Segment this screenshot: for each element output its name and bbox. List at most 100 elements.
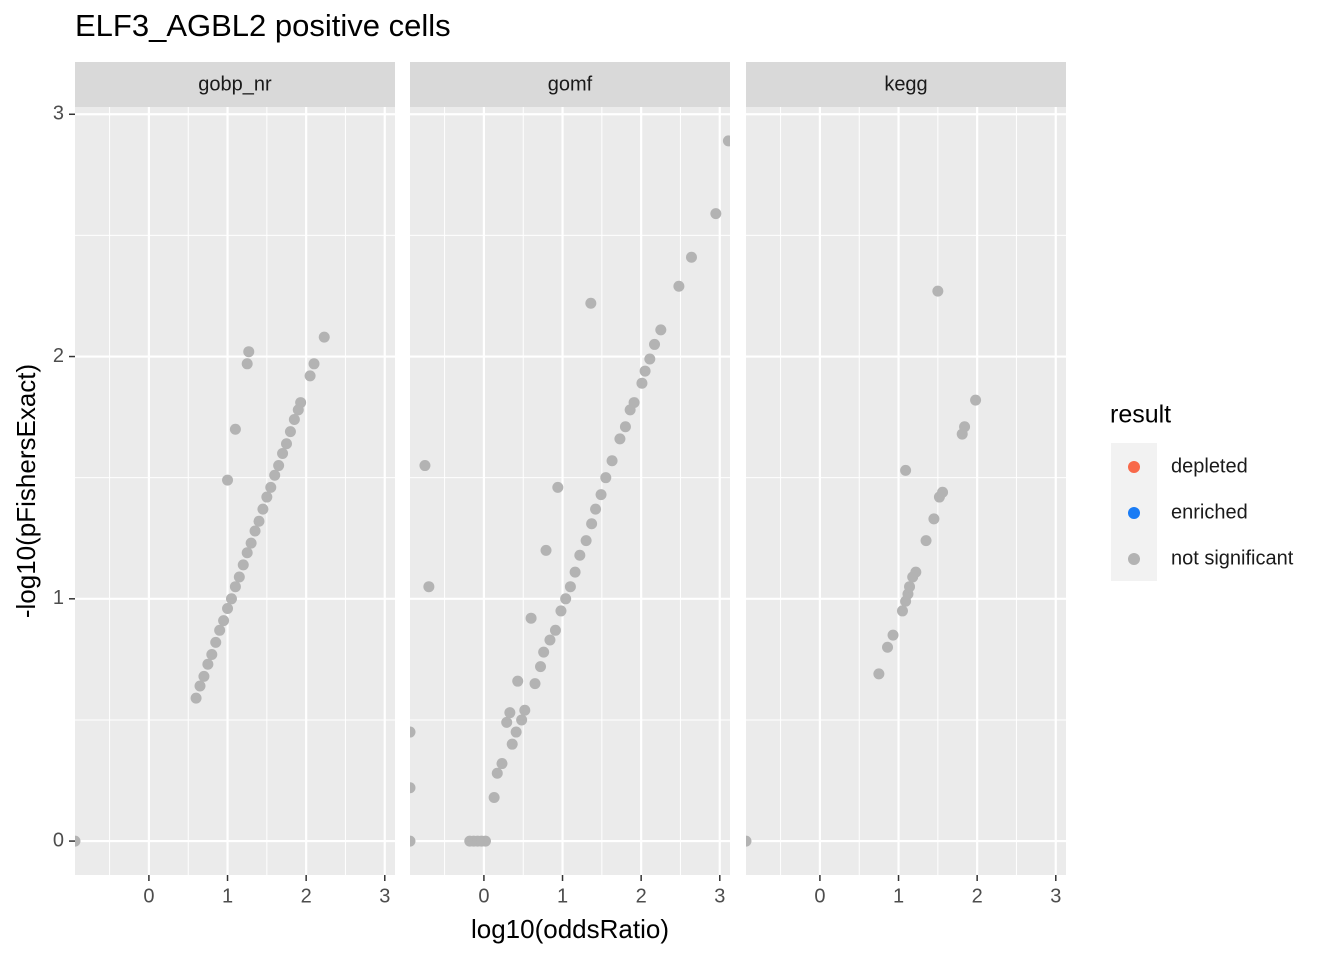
x-tick-label: 0 <box>478 885 489 907</box>
points <box>746 285 982 847</box>
point <box>959 421 971 433</box>
chart-title: ELF3_AGBL2 positive cells <box>75 8 451 43</box>
point <box>580 535 592 547</box>
point <box>535 661 547 673</box>
point <box>222 474 234 486</box>
point <box>190 692 202 704</box>
x-axis-label: log10(oddsRatio) <box>471 914 669 944</box>
point <box>410 835 416 847</box>
point <box>222 603 234 615</box>
point <box>479 835 491 847</box>
y-tick-label: 3 <box>53 103 64 125</box>
point <box>655 324 667 336</box>
point <box>206 649 218 661</box>
point <box>273 460 285 472</box>
point <box>595 489 607 501</box>
point <box>202 658 214 670</box>
point <box>569 566 581 578</box>
point <box>75 835 81 847</box>
point <box>241 547 253 559</box>
point <box>932 285 944 297</box>
point <box>873 668 885 680</box>
x-tick-label: 1 <box>557 885 568 907</box>
x-tick-label: 0 <box>143 885 154 907</box>
point <box>237 559 249 571</box>
point <box>243 346 255 358</box>
point <box>269 469 281 481</box>
point <box>564 581 576 593</box>
point <box>198 670 210 682</box>
point <box>233 571 245 583</box>
point <box>410 782 416 794</box>
points <box>410 135 730 847</box>
point <box>649 338 661 350</box>
x-tick-label: 3 <box>379 885 390 907</box>
facet-strip <box>410 62 730 107</box>
point <box>423 581 435 593</box>
x-tick-label: 3 <box>714 885 725 907</box>
point <box>970 394 982 406</box>
legend-label: enriched <box>1171 501 1248 523</box>
points <box>75 331 330 847</box>
point <box>574 549 586 561</box>
point <box>410 726 416 738</box>
point <box>519 704 531 716</box>
point <box>288 414 300 426</box>
y-axis-label: -log10(pFishersExact) <box>11 364 41 618</box>
point <box>214 624 226 636</box>
point <box>614 433 626 445</box>
point <box>512 675 524 687</box>
point <box>419 460 431 472</box>
y-tick-label: 0 <box>53 829 64 851</box>
point <box>560 593 572 605</box>
point <box>606 455 618 467</box>
panel-background <box>75 107 395 875</box>
point <box>552 481 564 493</box>
point <box>249 525 261 537</box>
point <box>280 438 292 450</box>
point <box>937 486 949 498</box>
point <box>506 738 518 750</box>
point <box>896 605 908 617</box>
point <box>504 707 516 719</box>
point <box>590 503 602 515</box>
point <box>636 377 648 389</box>
y-tick-label: 2 <box>53 345 64 367</box>
facet-label: gomf <box>548 73 593 95</box>
point <box>685 251 697 263</box>
legend-label: not significant <box>1171 547 1294 569</box>
point <box>225 593 237 605</box>
point <box>284 426 296 438</box>
point <box>304 370 316 382</box>
panel-background <box>410 107 730 875</box>
point <box>904 581 916 593</box>
point <box>218 615 230 627</box>
legend-title: result <box>1110 401 1171 429</box>
legend-label: depleted <box>1171 455 1248 477</box>
facet-label: kegg <box>884 73 927 95</box>
point <box>920 535 932 547</box>
point <box>555 605 567 617</box>
point <box>501 716 513 728</box>
point <box>245 537 257 549</box>
x-tick-label: 0 <box>814 885 825 907</box>
point <box>600 472 612 484</box>
point <box>722 135 730 147</box>
point <box>229 581 241 593</box>
point <box>746 835 752 847</box>
x-tick-label: 2 <box>636 885 647 907</box>
point <box>488 791 500 803</box>
point <box>496 758 508 770</box>
point <box>194 680 206 692</box>
point <box>257 503 269 515</box>
point <box>241 358 253 370</box>
point <box>525 612 537 624</box>
x-tick-label: 2 <box>301 885 312 907</box>
point <box>491 767 503 779</box>
legend-key <box>1128 553 1140 565</box>
facet-strip <box>746 62 1066 107</box>
point <box>619 421 631 433</box>
x-tick-label: 1 <box>893 885 904 907</box>
point <box>265 481 277 493</box>
